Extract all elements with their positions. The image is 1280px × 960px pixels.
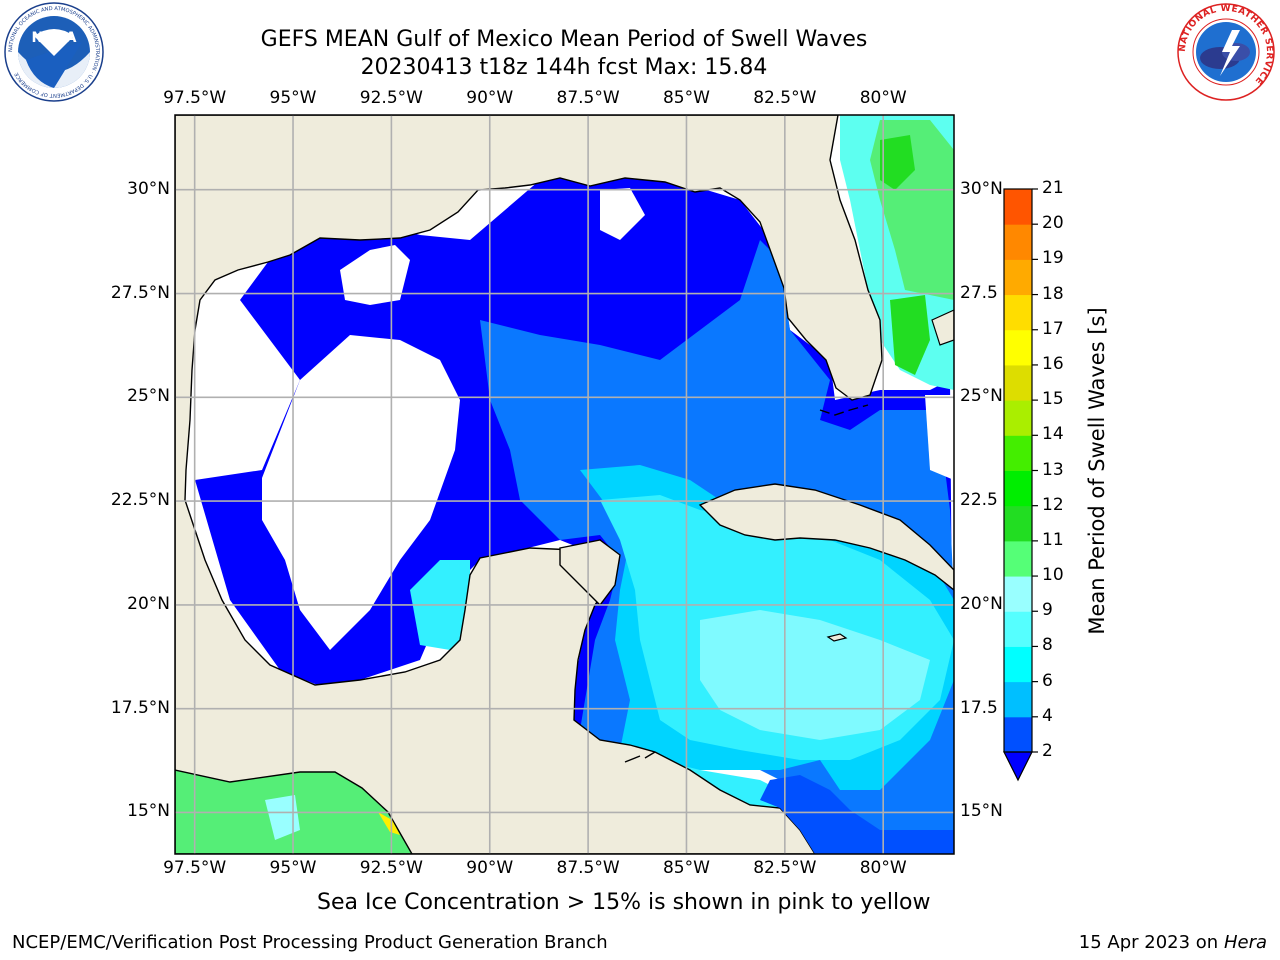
colorbar-tick-label: 8 [1042,635,1053,656]
colorbar-segment [1004,716,1032,753]
colorbar-tick-label: 19 [1042,248,1064,269]
colorbar [1003,188,1038,782]
lat-tick-label-right: 20°N [960,593,1003,614]
footer-date-text: 15 Apr 2023 on [1078,932,1224,953]
chart-title: GEFS MEAN Gulf of Mexico Mean Period of … [260,27,868,52]
lon-tick-label: 92.5°W [359,88,423,108]
swell-field-atlantic-bright-green [880,135,915,190]
lat-tick-label: 25°N [127,386,170,407]
noaa-logo-text: NOAA [32,30,77,46]
colorbar-segment [1004,505,1032,542]
colorbar-segment [1004,540,1032,577]
caribbean-coast-water [760,775,954,854]
colorbar-tick-label: 16 [1042,353,1064,374]
colorbar-segment [1004,400,1032,436]
land-cuba [698,483,954,591]
colorbar-tick-label: 10 [1042,565,1064,586]
colorbar-tick-label: 21 [1042,178,1064,198]
map-frame [174,114,955,855]
noaa-logo: NOAA NATIONAL OCEANIC AND ATMOSPHERIC AD… [4,2,104,102]
lat-tick-label: 20°N [127,593,170,614]
land-cayman [624,751,656,763]
lon-tick-label: 95°W [269,858,317,878]
lon-tick-label: 80°W [859,858,907,878]
colorbar-tick-label: 11 [1042,529,1064,550]
lat-tick-label-right: 30°N [960,178,1003,199]
lon-tick-label: 97.5°W [163,88,227,108]
footer-credit: NCEP/EMC/Verification Post Processing Pr… [12,932,608,953]
lat-tick-label: 15°N [127,801,170,822]
colorbar-tick-label: 6 [1042,670,1053,691]
chart-subtitle: 20230413 t18z 144h fcst Max: 15.84 [360,55,768,80]
colorbar-segment [1004,611,1032,647]
colorbar-tick-label: 12 [1042,494,1064,515]
lon-tick-label: 87.5°W [556,88,620,108]
lon-tick-label: 87.5°W [556,858,620,878]
swell-field-white-patch-north [340,245,410,305]
colorbar-tick-label: 20 [1042,213,1064,234]
lat-tick-label-right: 17.5 [960,697,998,718]
colorbar-segment [1004,329,1032,366]
colorbar-tick-label: 17 [1042,318,1064,339]
lat-tick-label-right: 15°N [960,801,1003,822]
lon-tick-label: 85°W [662,88,710,108]
nws-logo: NATIONAL WEATHER SERVICE [1176,2,1276,102]
lon-tick-label: 90°W [466,88,514,108]
colorbar-segment [1004,259,1032,296]
colorbar-segment [1004,294,1032,331]
lon-tick-label: 90°W [466,858,514,878]
swell-field-white-patch-ne [600,188,645,240]
land-jamaica [826,633,848,642]
sea-ice-caption: Sea Ice Concentration > 15% is shown in … [317,890,931,915]
swell-field-pale-cyan [700,610,930,740]
colorbar-segment [1004,224,1032,260]
lon-tick-label: 85°W [662,858,710,878]
lon-tick-label: 82.5°W [753,88,817,108]
colorbar-segment [1004,576,1032,612]
colorbar-segment [1004,681,1032,718]
colorbar-under-arrow [1003,751,1033,782]
map-area [175,115,954,854]
colorbar-tick-label: 18 [1042,283,1064,304]
lon-tick-label: 92.5°W [359,858,423,878]
colorbar-segment [1004,435,1032,471]
lat-tick-label-right: 27.5 [960,282,998,303]
colorbar-tick-label: 14 [1042,424,1064,445]
footer-date: 15 Apr 2023 on Hera [1079,932,1267,953]
land-bahamas [931,309,954,346]
colorbar-tick-label: 4 [1042,705,1053,726]
lat-tick-label: 22.5°N [110,490,170,511]
lat-tick-label: 17.5°N [110,697,170,718]
colorbar-label: Mean Period of Swell Waves [s] [1085,307,1109,635]
land-keys [819,404,869,416]
lat-tick-label-right: 25°N [960,386,1003,407]
swell-field-bahamas-white [925,395,954,480]
pacific-yellow-overlay [378,812,400,835]
lat-tick-label-right: 22.5 [960,490,998,511]
swell-field-atlantic-bright-green-2 [890,295,930,375]
colorbar-tick-label: 13 [1042,459,1064,480]
footer-host: Hera [1223,932,1267,953]
lon-tick-label: 95°W [269,88,317,108]
lon-tick-label: 80°W [859,88,907,108]
colorbar-segment [1004,364,1032,401]
colorbar-tick-label: 15 [1042,389,1064,410]
colorbar-segment [1004,646,1032,683]
map-gridlines [175,115,954,854]
pacific-cyan-overlay [265,795,300,840]
colorbar-segment [1004,470,1032,507]
colorbar-tick-label: 9 [1042,600,1053,621]
swell-field-white-patch-west [262,335,460,650]
lon-tick-label: 82.5°W [753,858,817,878]
colorbar-tick-label: 2 [1042,741,1053,761]
lon-tick-label: 97.5°W [163,858,227,878]
lat-tick-label: 30°N [127,178,170,199]
colorbar-segment [1004,189,1032,225]
lat-tick-label: 27.5°N [110,282,170,303]
